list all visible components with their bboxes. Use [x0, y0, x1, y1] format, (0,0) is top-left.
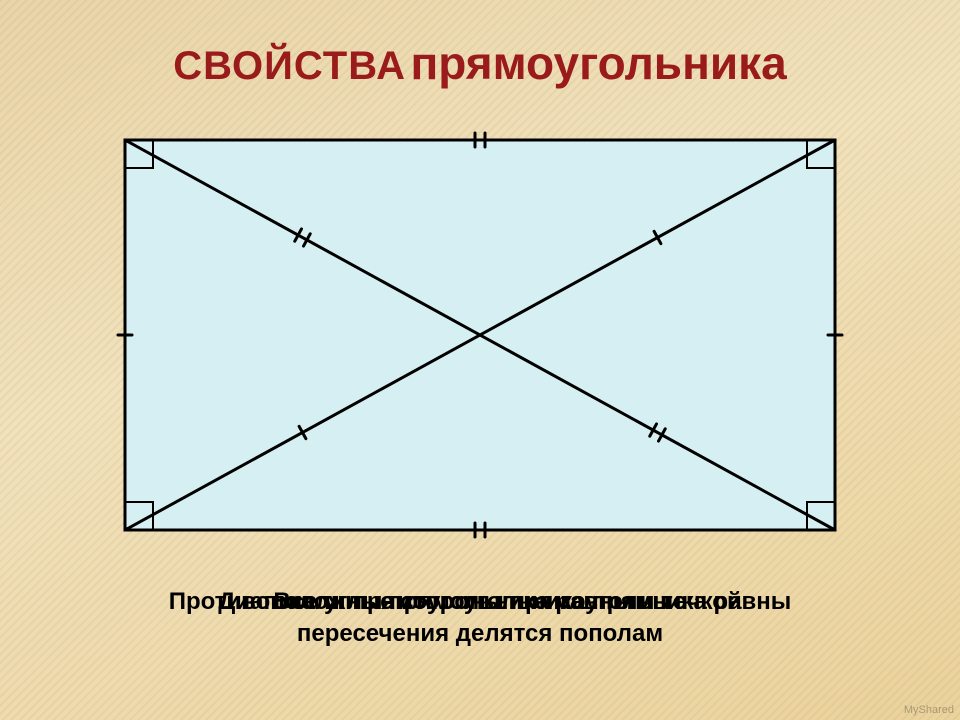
caption-text: Противоположные стороны прямоугольника р… — [0, 586, 960, 651]
rectangle-diagram — [105, 120, 855, 550]
watermark: MySharеd — [904, 704, 954, 716]
slide: СВОЙСТВА прямоугольника Противоположные … — [0, 0, 960, 720]
slide-title: СВОЙСТВА прямоугольника — [0, 36, 960, 90]
